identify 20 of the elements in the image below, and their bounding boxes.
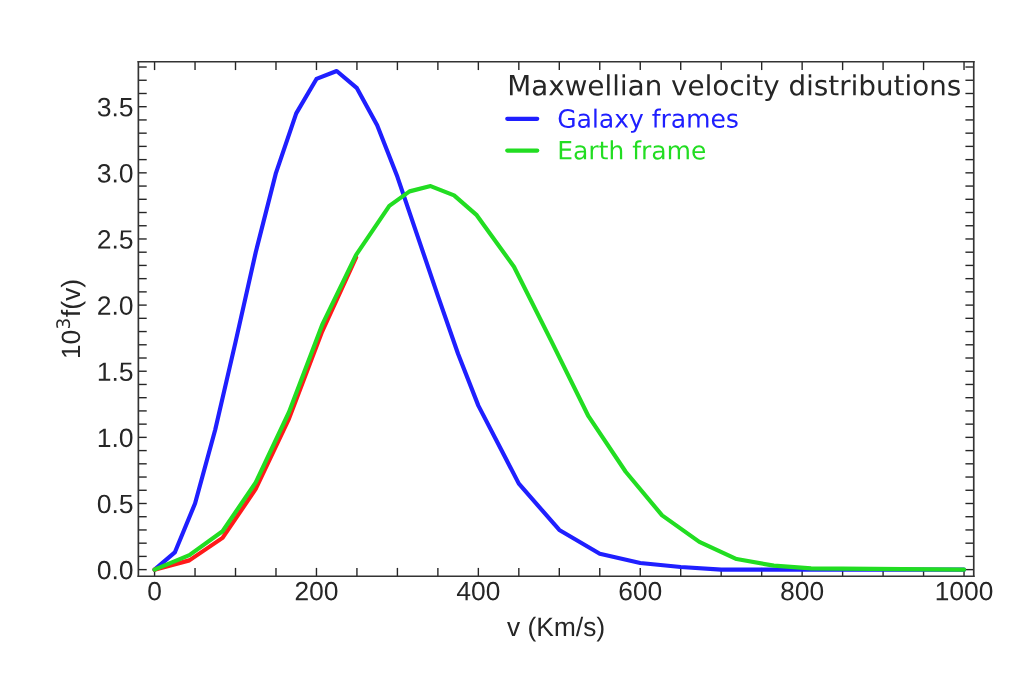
x-tick-label: 800	[781, 581, 824, 601]
y-axis-title: 10$^{3}$f(v)	[56, 280, 86, 358]
y-tick-label: 2.5	[98, 230, 133, 249]
y-tick-label: 1.0	[98, 428, 133, 448]
x-axis-title: v (Km/s)	[507, 616, 604, 642]
y-tick-label: 0.5	[97, 494, 133, 514]
x-tick-label: 600	[619, 581, 662, 601]
line-series	[152, 183, 967, 572]
x-tick-label: 200	[295, 581, 338, 601]
x-tick-label: 400	[456, 581, 500, 601]
legend-title: Maxwellian velocity distributions	[509, 74, 960, 102]
y-tick-label: 3.0	[97, 163, 133, 183]
y-tick-label: 3.5	[97, 97, 133, 117]
legend-label: Earth frame	[559, 140, 706, 160]
x-tick-label: 0	[148, 581, 161, 601]
x-tick-label: 1000	[936, 581, 993, 601]
y-tick-label: 1.5	[98, 362, 133, 382]
y-tick-label: 2.0	[98, 296, 133, 315]
legend-label: Galaxy frames	[558, 108, 738, 133]
y-tick-label: 0.0	[97, 560, 133, 580]
